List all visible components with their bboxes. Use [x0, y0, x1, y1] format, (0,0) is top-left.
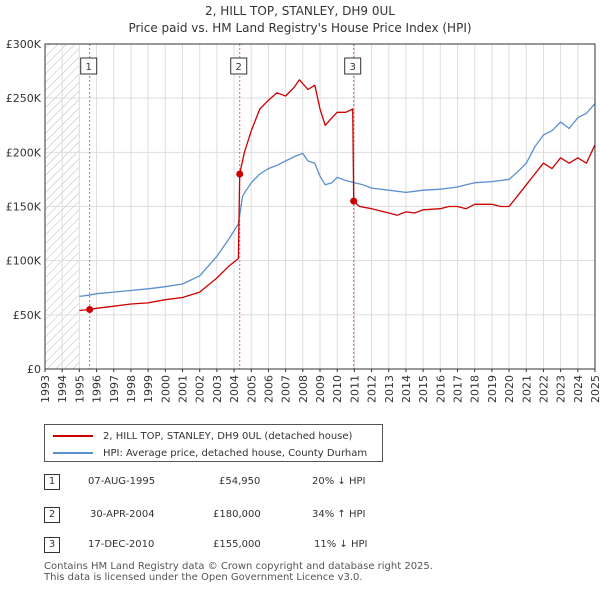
sale-point [86, 305, 94, 313]
y-tick-label: £200K [6, 146, 42, 159]
x-tick-label: 2004 [228, 375, 241, 403]
sale-label-number: 2 [236, 62, 242, 73]
y-tick-label: £0 [27, 363, 41, 376]
sale-number-badge: 2 [44, 507, 60, 523]
sale-label-box [344, 57, 362, 75]
legend-line-property [53, 435, 93, 437]
sale-hpi-diff: 11% ↓ HPI [314, 539, 368, 550]
sale-hpi-diff: 34% ↑ HPI [312, 509, 366, 520]
x-tick-label: 2001 [177, 375, 190, 403]
y-tick-label: £100K [6, 255, 42, 268]
x-tick-label: 2000 [159, 375, 172, 403]
x-tick-label: 1999 [142, 375, 155, 403]
y-tick-label: £50K [13, 309, 42, 322]
x-tick-label: 2002 [194, 375, 207, 403]
legend-line-hpi [53, 452, 93, 454]
x-tick-label: 2005 [245, 375, 258, 403]
x-tick-label: 2016 [434, 375, 447, 403]
y-tick-label: £250K [6, 92, 42, 105]
x-tick-label: 2015 [417, 375, 430, 403]
x-tick-label: 2006 [262, 375, 275, 403]
legend-label-property: 2, HILL TOP, STANLEY, DH9 0UL (detached … [103, 430, 353, 442]
sale-label-box [230, 57, 248, 75]
x-tick-label: 2020 [503, 375, 516, 403]
x-tick-label: 2007 [280, 375, 293, 403]
x-tick-label: 2021 [520, 375, 533, 403]
x-tick-label: 2014 [400, 375, 413, 403]
x-tick-label: 2010 [331, 375, 344, 403]
sale-number-badge: 1 [44, 474, 60, 490]
x-tick-label: 2008 [297, 375, 310, 403]
x-tick-label: 2018 [469, 375, 482, 403]
chart-title: 2, HILL TOP, STANLEY, DH9 0UL [205, 4, 395, 18]
footer-copyright: Contains HM Land Registry data © Crown c… [44, 561, 433, 572]
sale-label-number: 1 [86, 62, 92, 73]
hpi-line [79, 103, 596, 298]
property-price-line [79, 79, 596, 312]
x-tick-label: 2011 [348, 375, 361, 403]
sale-label-box [80, 57, 98, 75]
x-tick-label: 1994 [56, 375, 69, 403]
x-tick-label: 2003 [211, 375, 224, 403]
price-chart: 1 2 3 £0 £50K £100K £150K £200K £250K £300K 1993 1… [6, 38, 600, 403]
chart-subtitle: Price paid vs. HM Land Registry's House … [128, 21, 472, 35]
sale-date: 07-AUG-1995 [88, 476, 156, 487]
sale-price: £180,000 [213, 509, 261, 520]
x-tick-label: 1998 [125, 375, 138, 403]
sale-hpi-diff: 20% ↓ HPI [312, 476, 366, 487]
x-tick-label: 1996 [91, 375, 104, 403]
sale-label-number: 3 [350, 62, 356, 73]
sale-price: £155,000 [213, 539, 261, 550]
sale-date: 30-APR-2004 [90, 509, 155, 520]
x-tick-label: 2017 [452, 375, 465, 403]
y-tick-label: £300K [6, 38, 42, 51]
legend-item-hpi: HPI: Average price, detached house, Coun… [45, 445, 367, 461]
footer-licence: This data is licensed under the Open Gov… [44, 572, 363, 583]
x-tick-label: 2024 [572, 375, 585, 403]
legend-label-hpi: HPI: Average price, detached house, Coun… [103, 447, 368, 459]
y-tick-label: £150K [6, 201, 42, 214]
chart-legend: 2, HILL TOP, STANLEY, DH9 0UL (detached … [44, 424, 383, 462]
legend-item-property: 2, HILL TOP, STANLEY, DH9 0UL (detached … [45, 428, 352, 444]
sale-date: 17-DEC-2010 [88, 539, 155, 550]
sale-point [236, 170, 244, 178]
x-tick-label: 2022 [537, 375, 550, 403]
x-tick-label: 2025 [589, 375, 600, 403]
sale-number-badge: 3 [44, 537, 60, 553]
x-tick-label: 2019 [486, 375, 499, 403]
x-tick-label: 2009 [314, 375, 327, 403]
sale-price: £54,950 [219, 476, 261, 487]
x-tick-label: 1995 [73, 375, 86, 403]
sale-point [350, 197, 358, 205]
x-tick-label: 1997 [108, 375, 121, 403]
x-tick-label: 2012 [366, 375, 379, 403]
x-tick-label: 1993 [39, 375, 52, 403]
x-tick-label: 2023 [555, 375, 568, 403]
x-tick-label: 2013 [383, 375, 396, 403]
